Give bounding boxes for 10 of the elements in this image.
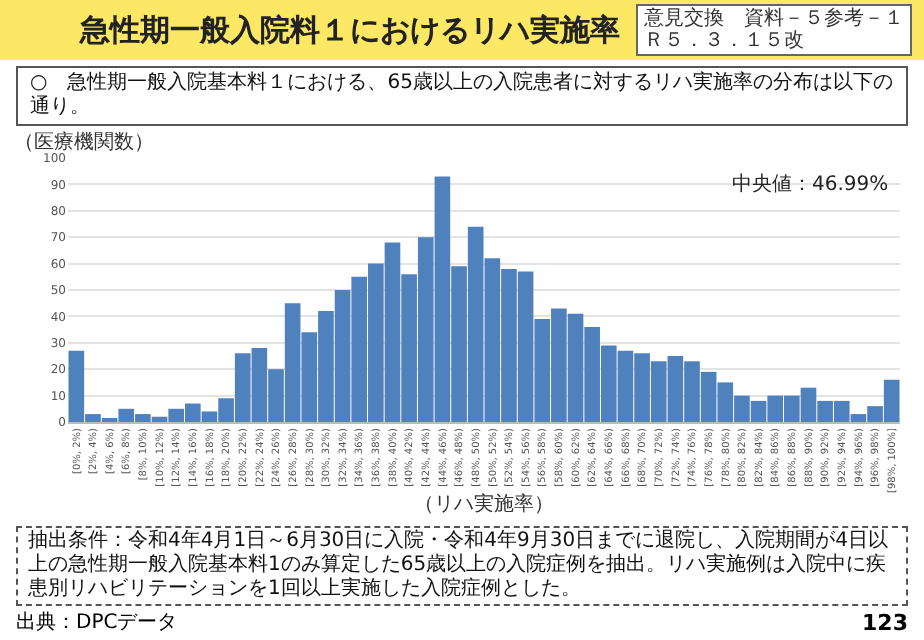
- chart-subtitle: ○ 急性期一般入院基本料１における、65歳以上の入院患者に対するリハ実施率の分布は以下の通り。: [16, 66, 908, 126]
- chart-title: 急性期一般入院料１におけるリハ実施率: [80, 11, 620, 49]
- text: 抽出条件：令和4年4月1日～6月30日に入院・令和4年9月30日までに退院し、入院期間が4日以上の急性期一般入院基本料1のみ算定した65歳以上の入院症例を抽出。リハ実施例は入院中に疾患別リハビリテーションを1回以上実施した入院症例とした。: [16, 526, 908, 606]
- x-axis-title: （リハ実施率）: [414, 492, 554, 516]
- text: 意見交換 資料－５参考－１: [644, 8, 904, 30]
- y-axis-title: （医療機関数）: [14, 130, 154, 154]
- text: Ｒ５．３．１５改: [644, 30, 806, 52]
- text: 123: [862, 610, 908, 636]
- annotation: 中央値：46.99%: [732, 172, 889, 196]
- source-note: 出典：DPCデータ: [16, 609, 178, 636]
